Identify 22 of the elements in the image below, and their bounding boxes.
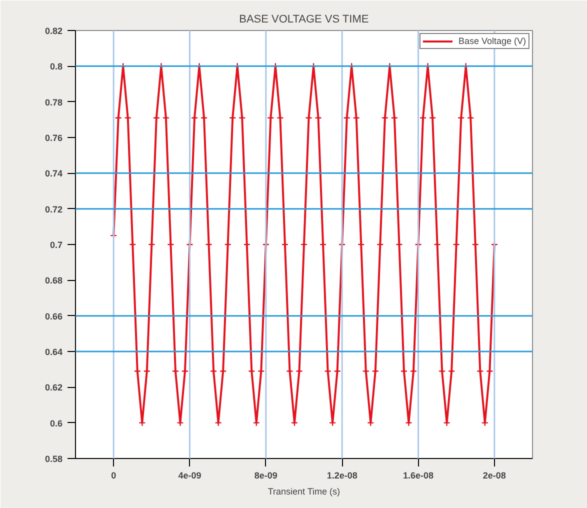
x-axis-title: Transient Time (s) (268, 486, 340, 496)
x-tick-label: 4e-09 (178, 470, 202, 480)
y-tick-label: 0.58 (44, 454, 63, 464)
y-tick-label: 0.64 (44, 347, 63, 357)
x-tick-label: 8e-09 (254, 470, 278, 480)
y-tick-label: 0.8 (50, 62, 63, 72)
y-tick-label: 0.66 (44, 311, 63, 322)
y-tick-label: 0.7 (50, 240, 63, 250)
x-tick-label: 1.2e-08 (326, 470, 358, 480)
x-tick-label: 1.6e-08 (402, 470, 434, 480)
y-tick-label: 0.76 (44, 133, 63, 143)
y-tick-label: 0.72 (44, 204, 63, 214)
chart-title: BASE VOLTAGE VS TIME (239, 14, 369, 26)
y-tick-label: 0.82 (44, 26, 63, 36)
y-tick-label: 0.68 (44, 276, 63, 286)
y-tick-label: 0.6 (50, 418, 63, 428)
legend-label: Base Voltage (V) (458, 36, 526, 46)
x-tick-label: 2e-08 (482, 470, 506, 480)
y-tick-label: 0.74 (44, 168, 63, 179)
y-tick-label: 0.78 (44, 97, 63, 108)
y-tick-label: 0.62 (44, 382, 63, 393)
x-tick-label: 0 (111, 470, 116, 480)
